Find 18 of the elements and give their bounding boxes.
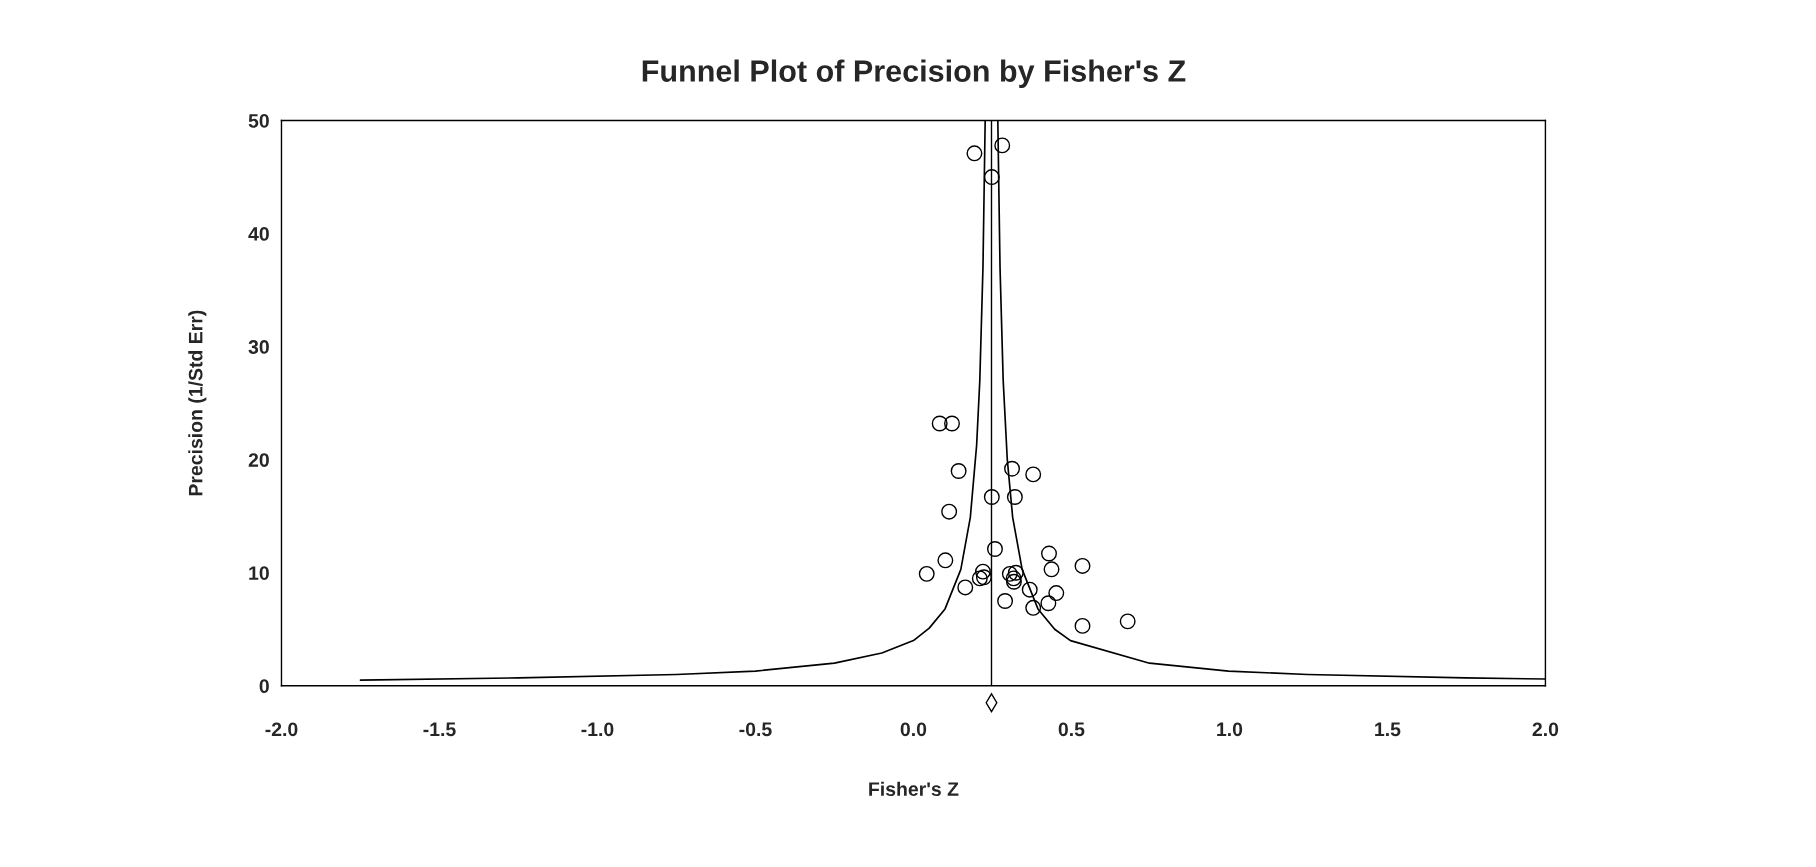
x-tick-label: -2.0 <box>265 722 298 737</box>
x-tick-label: 0.5 <box>1058 722 1085 737</box>
x-tick-label: 1.5 <box>1375 722 1401 737</box>
y-tick-label: 50 <box>248 113 269 128</box>
y-tick-label: 40 <box>248 227 269 241</box>
y-tick-label: 20 <box>248 453 269 467</box>
chart-title: Funnel Plot of Precision by Fisher's Z <box>642 59 1186 88</box>
y-tick-label: 10 <box>249 566 269 580</box>
x-tick-label: -1.0 <box>581 722 614 737</box>
x-tick-label: 1.0 <box>1217 722 1243 737</box>
y-tick-label: 30 <box>248 340 269 354</box>
y-axis-title: Precision (1/Std Err) <box>188 310 207 496</box>
x-tick-label: 0.0 <box>900 722 927 737</box>
x-tick-label: 2.0 <box>1532 722 1559 737</box>
y-tick-label: 0 <box>259 679 269 694</box>
x-axis-title: Fisher's Z <box>869 781 959 796</box>
x-tick-label: -0.5 <box>739 722 772 737</box>
x-tick-label: -1.5 <box>423 722 456 737</box>
